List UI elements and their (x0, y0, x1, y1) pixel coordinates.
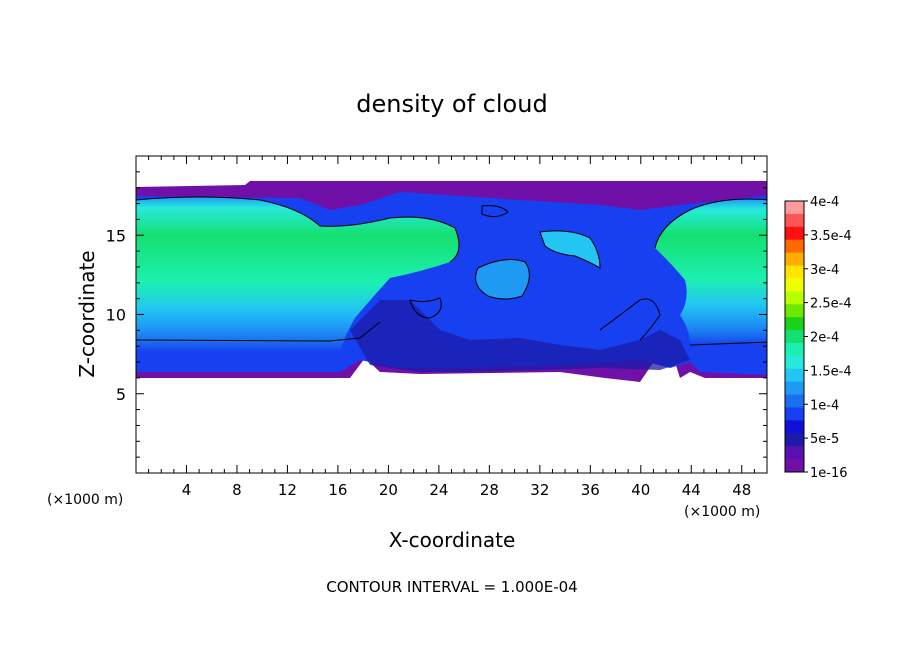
heatmap-field (136, 181, 767, 382)
x-tick-label: 4 (182, 481, 192, 499)
colorbar-swatch (785, 355, 804, 370)
x-tick-label: 20 (379, 481, 398, 499)
x-tick-label: 36 (581, 481, 600, 499)
colorbar-swatch (785, 291, 804, 305)
colorbar-swatch (785, 265, 804, 279)
contour-interval-note: CONTOUR INTERVAL = 1.000E-04 (326, 578, 577, 596)
colorbar-swatch (785, 446, 804, 460)
right-slab (655, 199, 767, 345)
colorbar-swatch (785, 330, 804, 344)
x-tick-label: 28 (480, 481, 499, 499)
y-tick-label: 15 (106, 226, 126, 245)
y-tick-label: 5 (116, 385, 126, 404)
colorbar-swatch (785, 201, 804, 215)
colorbar-swatch (785, 304, 804, 318)
x-axis-label: X-coordinate (389, 528, 516, 552)
contour-line (136, 321, 381, 342)
colorbar-swatch (785, 459, 804, 473)
colorbar-swatch (785, 239, 804, 254)
colorbar-label: 1.5e-4 (810, 364, 852, 379)
contour-lines (136, 196, 767, 346)
y-tick-label: 10 (106, 306, 126, 325)
x-tick-labels: 4 8 12 16 20 24 28 32 36 40 44 48 (182, 481, 752, 499)
x-tick-label: 32 (530, 481, 549, 499)
colorbar-label: 1e-4 (810, 398, 839, 413)
chart-title: density of cloud (356, 90, 547, 118)
y-tick-labels: 5 10 15 (106, 226, 126, 404)
colorbar-swatch (785, 394, 804, 408)
colorbar-label: 2e-4 (810, 331, 839, 346)
colorbar-label: 3.5e-4 (810, 229, 852, 244)
colorbar-swatch (785, 433, 804, 447)
contour-line (475, 259, 530, 300)
colorbar-label: 1e-16 (810, 466, 848, 481)
colorbar-swatch (785, 226, 804, 241)
colorbar (784, 200, 808, 473)
x-tick-label: 16 (328, 481, 347, 499)
colorbar-labels: 4e-4 3.5e-4 3e-4 2.5e-4 2e-4 1.5e-4 1e-4 5e-5 1e… (810, 195, 852, 481)
colorbar-swatch (785, 342, 804, 357)
contour-line (599, 298, 661, 341)
contour-line (689, 341, 767, 346)
x-ticks (148, 156, 755, 473)
contour-line (409, 297, 442, 319)
upper-blob (540, 230, 600, 268)
y-axis-label: Z-coordinate (75, 250, 99, 377)
colorbar-swatch (785, 278, 804, 292)
x-tick-label: 44 (682, 481, 701, 499)
x-unit-left: (×1000 m) (47, 492, 123, 508)
center-blob (475, 259, 530, 299)
colorbar-swatch (785, 317, 804, 331)
x-tick-label: 8 (232, 481, 242, 499)
colorbar-label: 5e-5 (810, 432, 839, 447)
x-tick-label: 24 (429, 481, 448, 499)
cloud-deep-region (350, 300, 690, 372)
contour-line (136, 196, 460, 263)
colorbar-swatch (785, 407, 804, 421)
left-slab (136, 197, 459, 352)
colorbar-swatch (785, 381, 804, 396)
colorbar-swatch (785, 213, 804, 228)
contour-line (539, 230, 601, 269)
colorbar-label: 4e-4 (810, 195, 839, 210)
x-tick-label: 12 (278, 481, 297, 499)
colorbar-swatch (785, 420, 804, 434)
colorbar-label: 3e-4 (810, 263, 839, 278)
x-tick-label: 48 (732, 481, 751, 499)
colorbar-swatch (785, 252, 804, 267)
colorbar-label: 2.5e-4 (810, 297, 852, 312)
x-tick-label: 40 (631, 481, 650, 499)
contour-line (654, 198, 767, 249)
x-unit-right: (×1000 m) (684, 504, 760, 520)
colorbar-swatch (785, 368, 804, 383)
y-ticks (136, 171, 767, 458)
contour-line (481, 205, 509, 218)
